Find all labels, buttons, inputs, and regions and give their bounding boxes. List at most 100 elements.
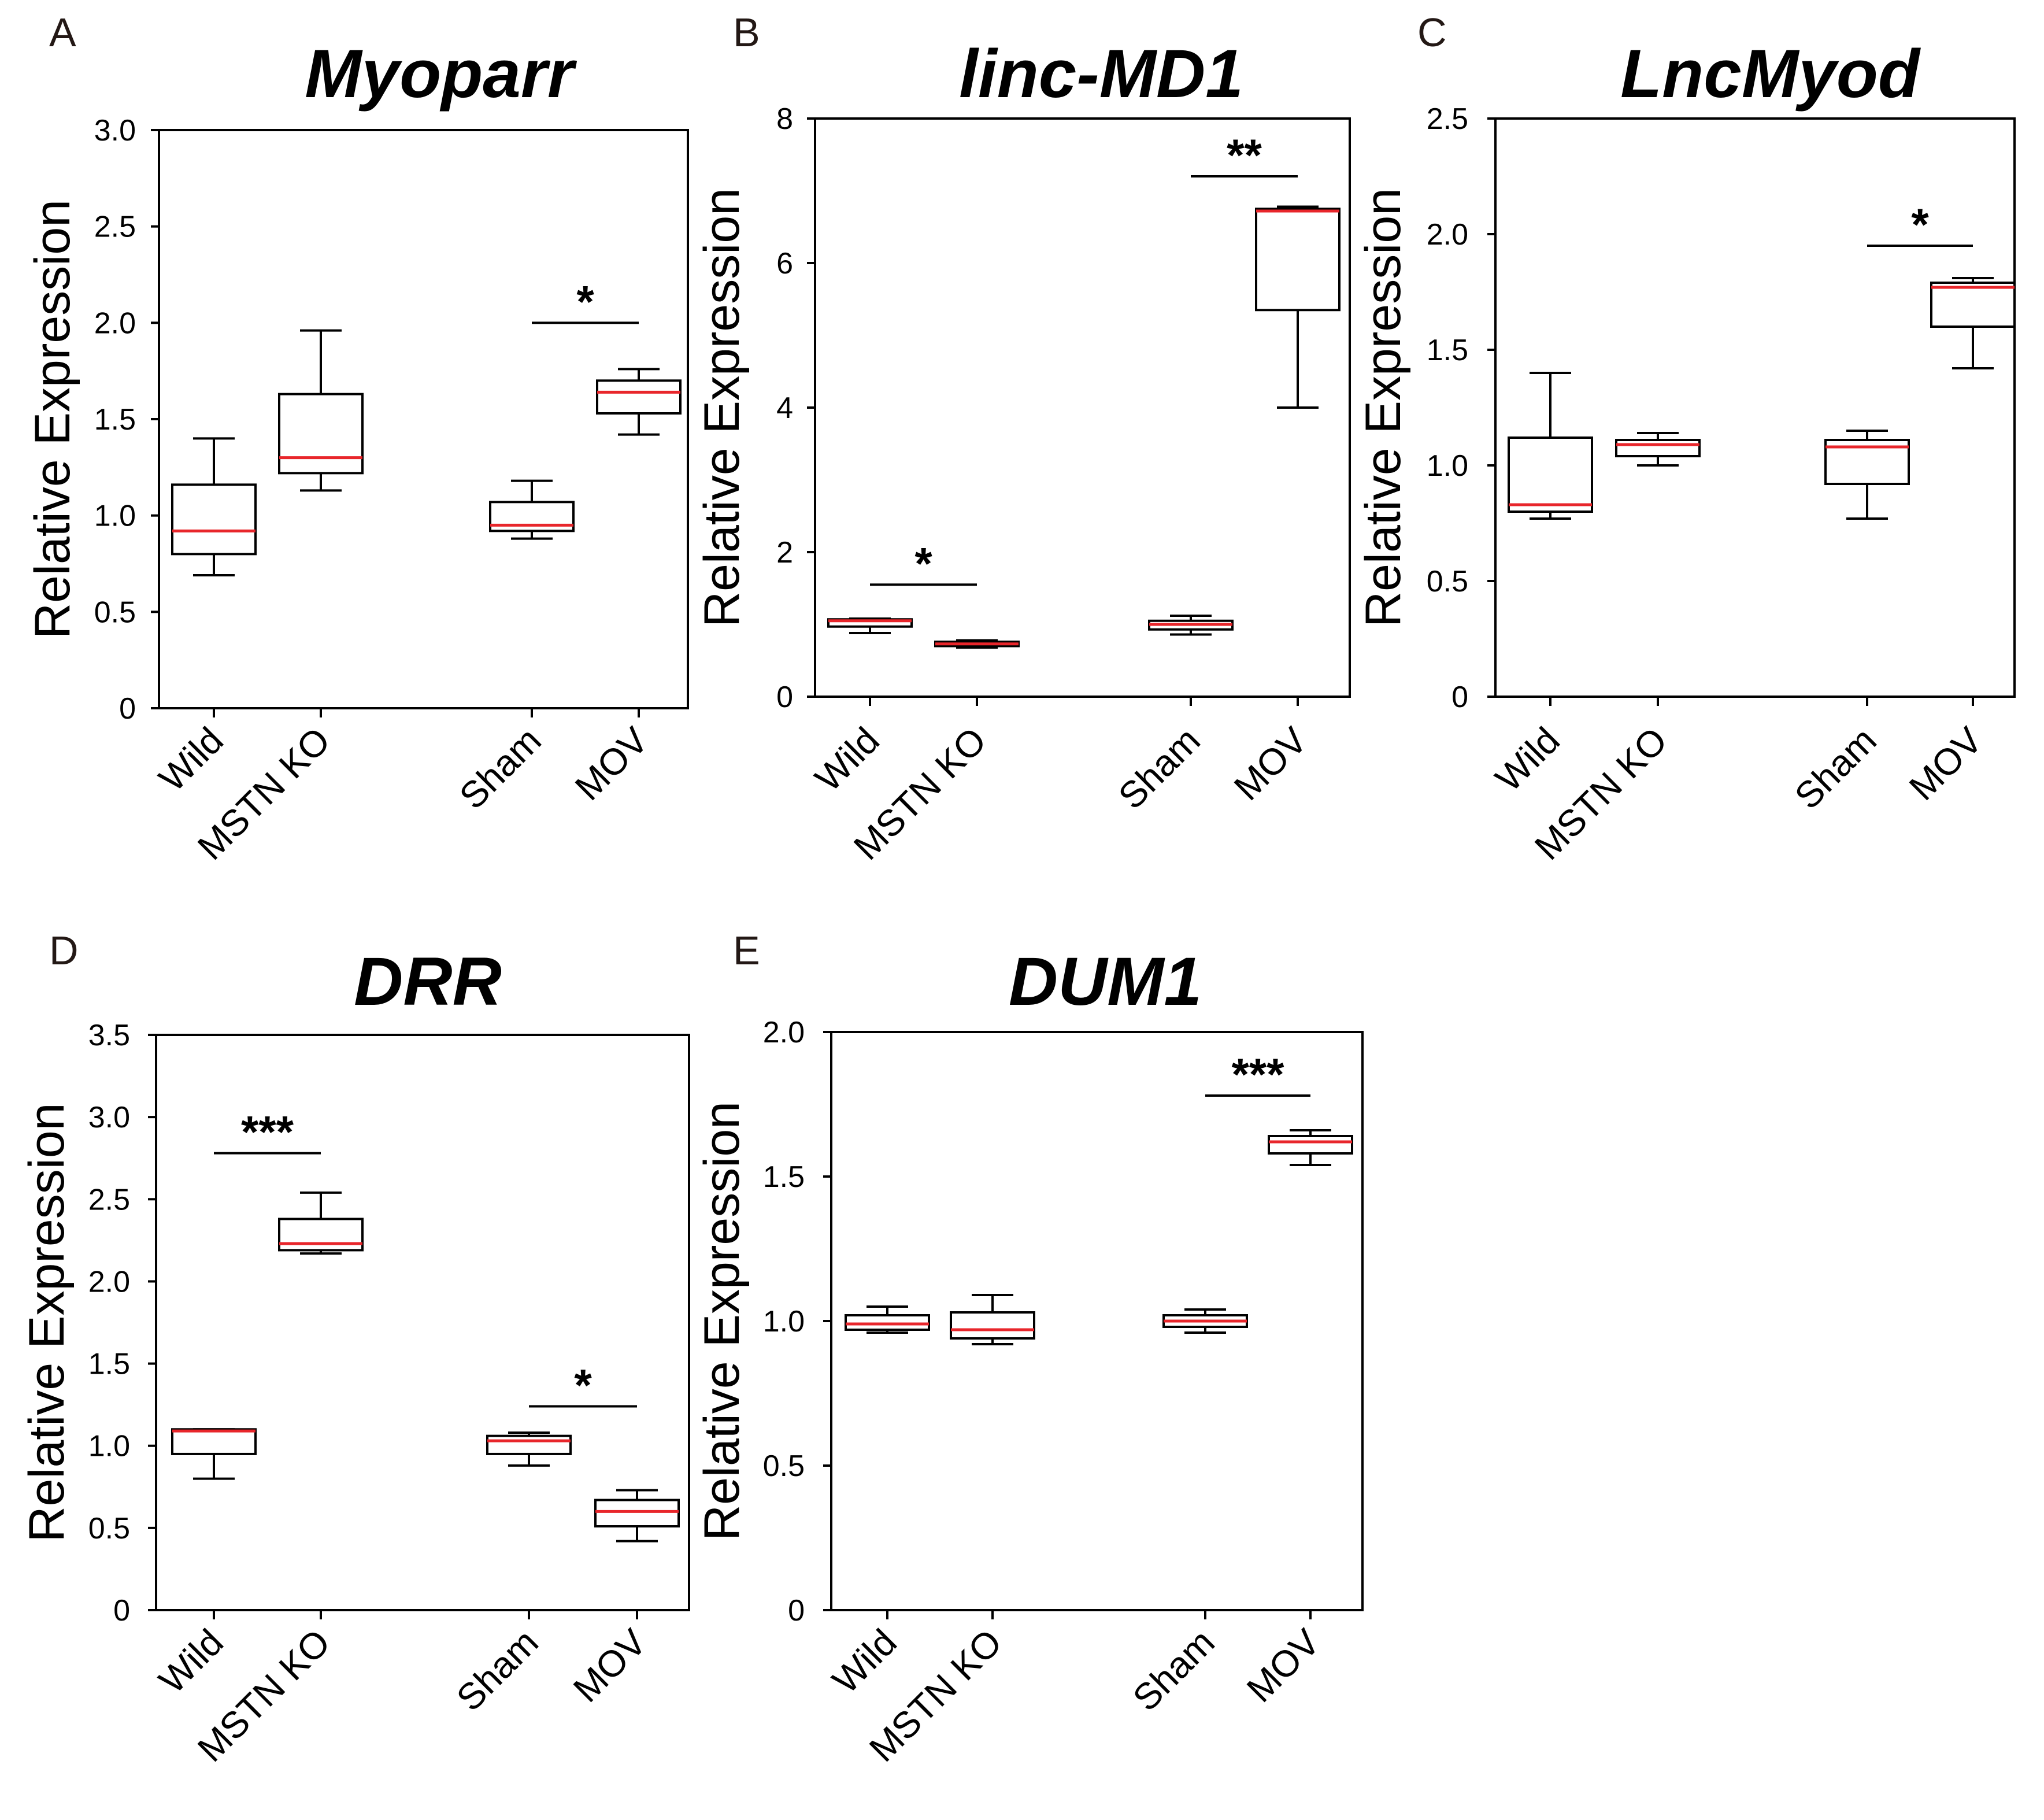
box-iqr — [486, 1434, 572, 1455]
box-mstn-ko — [278, 1191, 364, 1255]
box-iqr — [1930, 282, 2016, 328]
y-tick-label: 8 — [776, 102, 793, 136]
y-tick-label: 0 — [1451, 680, 1468, 714]
x-tick-label: Wild — [151, 719, 231, 800]
y-tick-label: 0.5 — [763, 1449, 805, 1483]
box-wild — [171, 1428, 257, 1480]
y-tick-label: 4 — [776, 391, 793, 425]
y-tick-label: 0.5 — [1427, 565, 1468, 598]
box-iqr — [1255, 208, 1341, 312]
y-tick-label: 0 — [776, 680, 793, 714]
x-tick-label: MOV — [1239, 1621, 1328, 1710]
box-wild — [1508, 372, 1593, 520]
y-tick-label: 2.0 — [763, 1016, 805, 1049]
y-tick-label: 6 — [776, 247, 793, 280]
panel-title: linc-MD1 — [959, 36, 1243, 112]
significance-label: ** — [1227, 130, 1262, 180]
box-wild — [827, 617, 913, 634]
y-tick-label: 2 — [776, 536, 793, 569]
significance-label: * — [576, 276, 594, 327]
panel-label: D — [49, 928, 79, 973]
x-tick-label: MOV — [567, 719, 656, 808]
x-tick-label: Sham — [1787, 719, 1884, 817]
panel-label: C — [1417, 10, 1447, 55]
y-tick-label: 1.5 — [88, 1348, 130, 1381]
significance-label: * — [914, 538, 932, 589]
y-axis-label: Relative Expression — [694, 188, 750, 627]
y-axis-label: Relative Expression — [1356, 188, 1411, 627]
plot-frame — [1494, 117, 2016, 698]
y-tick-label: 2.5 — [88, 1183, 130, 1216]
x-tick-label: Sham — [1110, 719, 1208, 817]
y-tick-label: 0 — [113, 1594, 130, 1627]
box-sham — [486, 1431, 572, 1467]
y-axis-label: Relative Expression — [19, 1103, 75, 1542]
plot-frame — [814, 117, 1351, 698]
panel-e: E DUM1 Relative Expression 0 0.5 1.0 1.5 2.0 Wil… — [694, 928, 1364, 1770]
box-iqr — [1508, 436, 1593, 513]
box-sham — [1148, 615, 1234, 636]
box-iqr — [278, 393, 364, 475]
y-tick-label: 3.0 — [88, 1101, 130, 1134]
x-tick-label: Sham — [449, 1621, 546, 1719]
box-mov — [596, 368, 682, 436]
box-iqr — [950, 1311, 1035, 1340]
box-iqr — [594, 1499, 680, 1528]
y-tick-label: 1.0 — [763, 1305, 805, 1338]
box-mov — [1255, 205, 1341, 409]
y-tick-label: 0 — [119, 692, 136, 726]
y-tick-label: 2.5 — [94, 210, 136, 244]
plot-frame — [155, 1034, 690, 1611]
y-tick-label: 1.0 — [1427, 449, 1468, 483]
panel-a: A Myoparr Relative Expression 0 0.5 1.0 1.5 2.0… — [25, 10, 689, 868]
box-mstn-ko — [1615, 432, 1701, 467]
panel-title: LncMyod — [1620, 36, 1921, 112]
significance-label: *** — [241, 1107, 294, 1157]
x-tick-label: Wild — [824, 1621, 905, 1701]
panel-c: C LncMyod Relative Expression 0 0.5 1.0 1.5 2.0… — [1356, 10, 2016, 868]
y-axis-label: Relative Expression — [694, 1101, 750, 1541]
y-tick-label: 1.0 — [94, 500, 136, 533]
panel-title: DRR — [354, 944, 502, 1020]
box-mov — [594, 1489, 680, 1542]
panel-d: D DRR Relative Expression 0 0.5 1.0 1.5 2.0 2.5 3… — [19, 928, 690, 1770]
x-tick-label: Wild — [1487, 719, 1568, 800]
y-tick-label: 2.0 — [94, 306, 136, 340]
significance-label: * — [1911, 199, 1929, 250]
box-iqr — [171, 1428, 257, 1455]
x-tick-label: Wild — [151, 1621, 231, 1701]
y-tick-label: 1.5 — [1427, 334, 1468, 367]
box-mstn-ko — [934, 639, 1020, 649]
x-tick-label: MOV — [1226, 719, 1315, 808]
plot-frame — [158, 129, 689, 709]
panel-label: A — [49, 10, 76, 55]
box-iqr — [171, 483, 257, 556]
box-iqr — [596, 379, 682, 415]
panel-title: Myoparr — [305, 36, 577, 112]
x-tick-label: MOV — [1901, 719, 1990, 808]
box-wild — [171, 437, 257, 576]
box-iqr — [1268, 1135, 1353, 1155]
x-tick-label: Sham — [1125, 1621, 1223, 1719]
x-tick-label: Sham — [451, 719, 549, 817]
x-tick-label: MOV — [565, 1621, 654, 1710]
box-mov — [1930, 277, 2016, 369]
x-tick-label: Wild — [807, 719, 887, 800]
significance-label: * — [574, 1359, 592, 1410]
y-tick-label: 3.5 — [88, 1019, 130, 1052]
y-tick-label: 3.0 — [94, 114, 136, 147]
panel-title: DUM1 — [1009, 944, 1202, 1020]
significance-label: *** — [1231, 1049, 1284, 1100]
y-tick-label: 0.5 — [88, 1512, 130, 1545]
y-tick-label: 0 — [788, 1594, 805, 1627]
box-mstn-ko — [278, 329, 364, 492]
box-mov — [1268, 1129, 1353, 1166]
y-tick-label: 1.5 — [94, 403, 136, 436]
box-sham — [1824, 430, 1910, 520]
y-tick-label: 2.5 — [1427, 102, 1468, 136]
panel-label: E — [733, 928, 760, 973]
box-iqr — [278, 1218, 364, 1252]
y-tick-label: 2.0 — [1427, 218, 1468, 251]
y-tick-label: 2.0 — [88, 1265, 130, 1299]
